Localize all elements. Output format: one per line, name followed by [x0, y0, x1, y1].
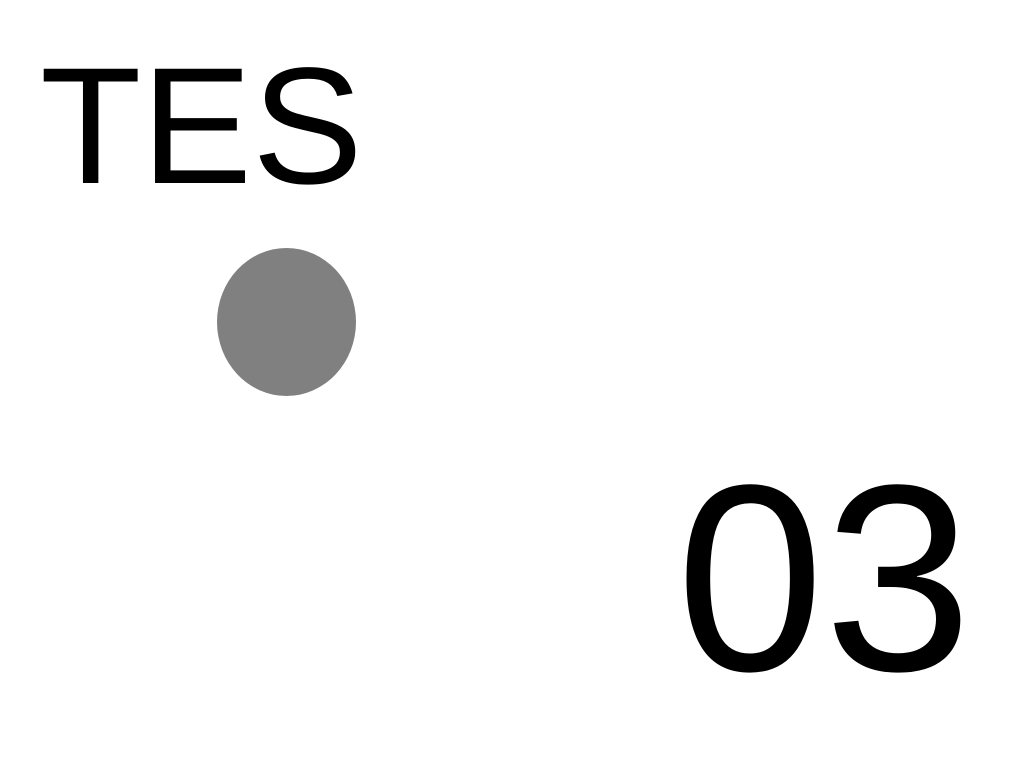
bottom-right-number: 03: [676, 430, 972, 727]
gray-dot: [217, 248, 356, 396]
top-left-label: TES: [40, 34, 363, 219]
